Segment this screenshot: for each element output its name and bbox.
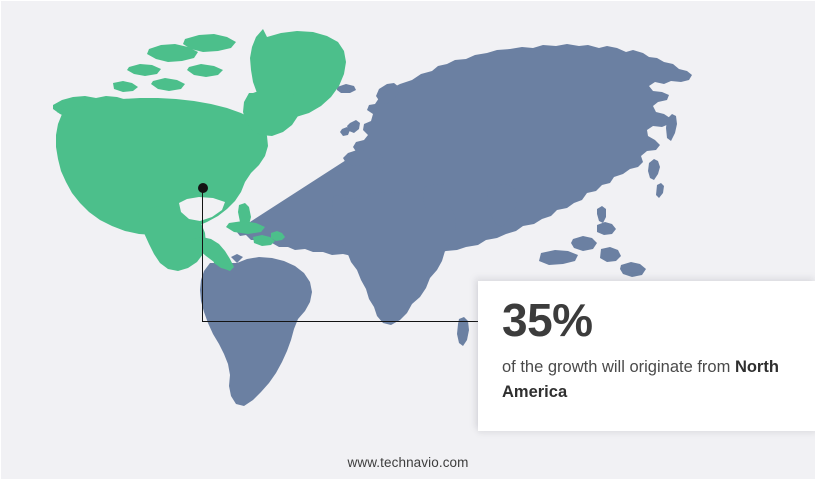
growth-callout-card: 35% of the growth will originate from No… (478, 281, 815, 431)
footer-source-url[interactable]: www.technavio.com (347, 455, 469, 470)
growth-percent-value: 35% (502, 294, 593, 346)
map-region-rest-of-world (200, 44, 716, 406)
growth-description: of the growth will originate from North … (502, 355, 793, 406)
growth-description-prefix: of the growth will originate from (502, 357, 735, 376)
growth-region-name: North America (502, 357, 779, 402)
map-region-north-america (53, 29, 346, 271)
